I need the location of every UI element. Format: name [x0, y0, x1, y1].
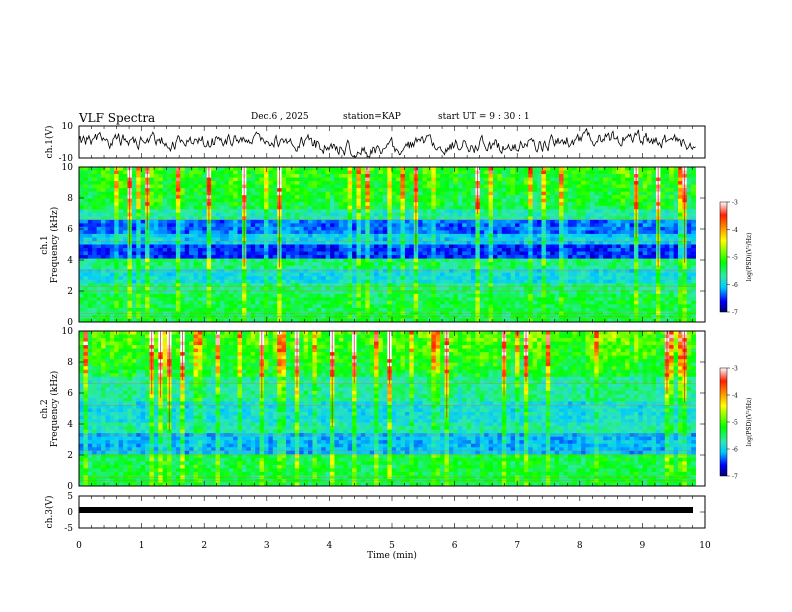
ch2-colorbar: [719, 367, 728, 477]
ch1-voltage-line: [78, 127, 696, 158]
y-tick-label: 4: [67, 256, 73, 266]
x-tick-label: 2: [201, 541, 207, 551]
x-tick-label: 8: [577, 541, 583, 551]
x-tick-label: 0: [76, 541, 82, 551]
ch1-colorbar: [719, 201, 728, 313]
colorbar-tick-label: -4: [732, 393, 738, 400]
colorbar-tick-label: -6: [732, 447, 738, 454]
ch1-spec-ylabel-line1: ch.1: [40, 235, 50, 254]
y-tick-label: 10: [62, 122, 74, 132]
colorbar-tick-label: -5: [732, 420, 738, 427]
figure-title: VLF Spectra: [79, 111, 156, 125]
y-tick-label: 6: [67, 225, 73, 235]
x-tick-label: 5: [389, 541, 395, 551]
colorbar-tick-label: -3: [732, 200, 738, 207]
y-tick-label: 0: [67, 508, 73, 518]
x-tick-label: 10: [699, 541, 711, 551]
y-tick-label: -10: [59, 154, 74, 164]
colorbar-tick-label: -3: [732, 366, 738, 373]
x-axis-label: Time (min): [367, 550, 417, 561]
y-tick-label: 0: [67, 482, 73, 492]
x-tick-label: 9: [640, 541, 646, 551]
colorbar-tick-label: -4: [732, 227, 738, 234]
ch1-voltage-trace: [78, 127, 696, 158]
ch2-spec-ylabel-line1: ch.2: [40, 399, 50, 418]
colorbar-tick-label: -7: [732, 474, 738, 481]
y-tick-label: 5: [67, 492, 73, 502]
colorbar-tick-label: -5: [732, 255, 738, 262]
colorbar-tick-label: -7: [732, 310, 738, 317]
ch3-voltage-ylabel: ch.3(V): [44, 496, 55, 529]
y-tick-label: 10: [62, 327, 74, 337]
y-tick-label: 10: [62, 163, 74, 173]
start-time-label: start UT = 9 : 30 : 1: [438, 112, 530, 122]
y-tick-label: 8: [67, 194, 73, 204]
y-tick-label: 0: [67, 318, 73, 328]
station-label: station=KAP: [343, 112, 401, 122]
x-tick-label: 6: [452, 541, 458, 551]
ch1-spectrogram: [79, 167, 696, 323]
y-tick-label: 6: [67, 389, 73, 399]
ch2-spec-ylabel-line2: Frequency (kHz): [49, 371, 60, 448]
ch2-colorbar-label: log(PSD)(V²/Hz): [746, 398, 753, 447]
x-tick-label: 4: [327, 541, 333, 551]
x-tick-label: 1: [139, 541, 145, 551]
y-tick-label: 2: [67, 451, 73, 461]
ch2-spectrogram: [79, 331, 696, 487]
y-tick-label: 8: [67, 358, 73, 368]
ch1-voltage-ylabel: ch.1(V): [44, 126, 55, 159]
y-tick-label: 4: [67, 420, 73, 430]
x-tick-label: 7: [514, 541, 520, 551]
ch3-voltage-trace: [79, 507, 693, 513]
y-tick-label: 2: [67, 287, 73, 297]
ch1-colorbar-label: log(PSD)(V²/Hz): [746, 233, 753, 282]
date-label: Dec.6 , 2025: [251, 112, 309, 122]
colorbar-ticks: -3 -4 -5 -6 -7 -3 -4 -5 -6 -7: [727, 200, 738, 481]
y-tick-label: -5: [64, 524, 73, 534]
x-tick-label: 3: [264, 541, 270, 551]
colorbar-tick-label: -6: [732, 282, 738, 289]
ch1-spec-ylabel-line2: Frequency (kHz): [49, 207, 60, 284]
